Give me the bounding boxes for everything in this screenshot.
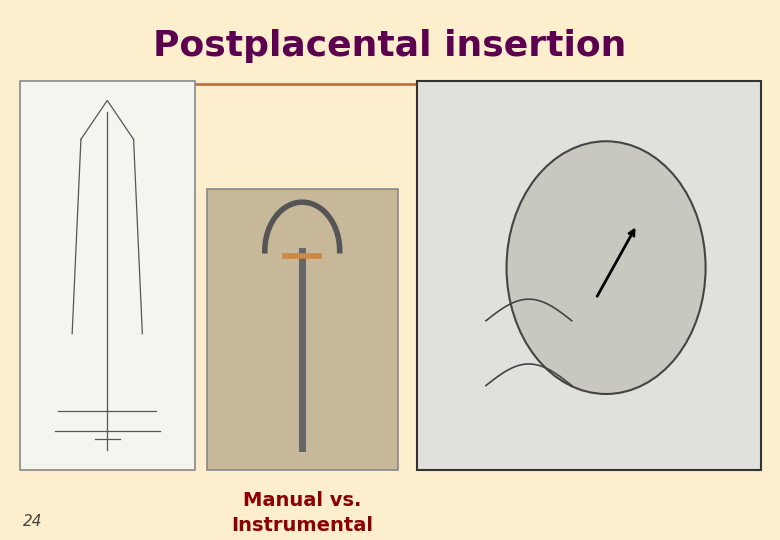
Text: Manual vs.
Instrumental
Insertion: Manual vs. Instrumental Insertion bbox=[231, 491, 374, 540]
Text: 24: 24 bbox=[23, 514, 43, 529]
Text: Postplacental insertion: Postplacental insertion bbox=[154, 29, 626, 63]
FancyBboxPatch shape bbox=[20, 81, 195, 470]
Ellipse shape bbox=[506, 141, 706, 394]
FancyBboxPatch shape bbox=[417, 81, 760, 470]
FancyBboxPatch shape bbox=[207, 189, 398, 470]
